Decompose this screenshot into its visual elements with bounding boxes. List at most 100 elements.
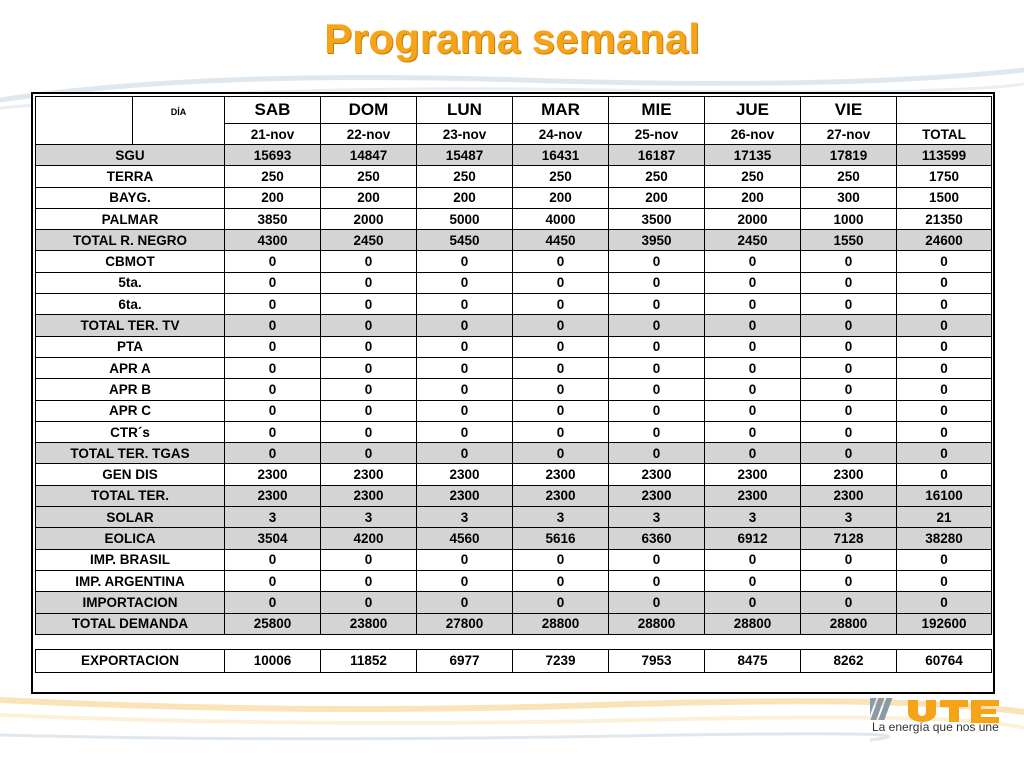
table-row: TOTAL R. NEGRO 4300 2450 5450 4450 3950 2450 15… [35,229,992,252]
day-header-cell: DOM [320,96,417,124]
date-header: 25-nov [608,123,705,145]
value-cell: 200 [704,186,801,209]
value-cell: 0 [608,399,705,422]
date-header: 23-nov [416,123,513,145]
total-cell: 38280 [896,527,992,550]
day-header-cell: SAB [224,96,321,124]
value-cell: 0 [224,314,321,337]
row-label: APR C [35,399,225,422]
value-cell: 0 [224,335,321,358]
table-row: PALMAR 3850 2000 5000 4000 3500 2000 1000 21350 [35,207,992,231]
value-cell: 200 [608,186,705,209]
value-cell: 0 [608,420,705,444]
value-cell: 0 [416,591,513,614]
value-cell: 2300 [608,484,705,508]
total-cell: 16100 [896,484,992,508]
row-label: BAYG. [35,186,225,209]
value-cell: 0 [512,548,609,571]
value-cell: 3 [800,506,897,529]
day-header: MAR [541,100,580,119]
value-cell: 6912 [704,527,801,550]
value-cell: 0 [800,356,897,380]
value-cell: 17135 [704,143,801,167]
value-cell: 0 [704,378,801,401]
row-label: 6ta. [35,293,225,316]
header-row-dates: 21-nov 22-nov 23-nov 24-nov 25-nov 26-no… [35,123,992,145]
value-cell: 0 [512,271,609,295]
ute-logo-icon [870,698,999,723]
value-cell: 0 [512,591,609,614]
page-title: Programa semanal [324,15,700,62]
total-header: TOTAL [896,123,992,145]
value-cell: 0 [320,591,417,614]
value-cell: 0 [224,271,321,295]
total-cell: 21350 [896,207,992,231]
value-cell: 4300 [224,229,321,252]
value-cell: 300 [800,186,897,209]
value-cell: 250 [416,165,513,188]
value-cell: 3504 [224,527,321,550]
date-header: 21-nov [224,123,321,145]
value-cell: 0 [704,314,801,337]
spacer-row [35,633,992,650]
day-header-cell: JUE [704,96,801,124]
value-cell: 2300 [512,484,609,508]
value-cell: 4200 [320,527,417,550]
value-cell: 1550 [800,229,897,252]
total-cell: 0 [896,378,992,401]
value-cell: 28800 [608,612,705,635]
value-cell: 0 [608,250,705,273]
brand-tagline: La energía que nos une [872,720,999,734]
total-cell: 1750 [896,165,992,188]
value-cell: 0 [512,420,609,444]
dia-label: DÍA [170,106,187,117]
value-cell: 0 [320,250,417,273]
value-cell: 0 [416,548,513,571]
value-cell: 16187 [608,143,705,167]
value-cell: 0 [512,314,609,337]
value-cell: 250 [704,165,801,188]
value-cell: 0 [416,271,513,295]
value-cell: 200 [512,186,609,209]
value-cell: 15693 [224,143,321,167]
total-cell: 0 [896,293,992,316]
total-cell: 0 [896,335,992,358]
value-cell: 0 [608,271,705,295]
weekly-program-table-frame: DÍA SAB DOM LUN MAR MIE JUE VIE 21-nov 2… [31,92,995,694]
day-header: MIE [641,100,672,119]
value-cell: 0 [416,399,513,422]
value-cell: 2300 [800,484,897,508]
value-cell: 2300 [320,484,417,508]
table-row: IMP. BRASIL 0 0 0 0 0 0 0 0 [35,548,992,571]
value-cell: 2300 [416,463,513,486]
value-cell: 3 [320,506,417,529]
value-cell: 0 [800,569,897,593]
value-cell: 0 [512,442,609,465]
date-header: 27-nov [800,123,897,145]
value-cell: 8262 [800,648,897,673]
value-cell: 15487 [416,143,513,167]
row-label: IMP. ARGENTINA [35,569,225,593]
value-cell: 28800 [800,612,897,635]
value-cell: 6977 [416,648,513,673]
value-cell: 2300 [320,463,417,486]
header-corner-cell [35,123,133,145]
value-cell: 0 [512,378,609,401]
value-cell: 200 [416,186,513,209]
value-cell: 250 [512,165,609,188]
table-row: SOLAR 3 3 3 3 3 3 3 21 [35,506,992,529]
value-cell: 0 [224,378,321,401]
value-cell: 250 [608,165,705,188]
value-cell: 2300 [704,463,801,486]
value-cell: 2300 [608,463,705,486]
total-cell: 113599 [896,143,992,167]
value-cell: 7239 [512,648,609,673]
row-label: 5ta. [35,271,225,295]
value-cell: 0 [512,250,609,273]
value-cell: 0 [224,420,321,444]
value-cell: 0 [800,271,897,295]
total-cell: 0 [896,591,992,614]
table-row: EOLICA 3504 4200 4560 5616 6360 6912 7128 38280 [35,527,992,550]
row-label: GEN DIS [35,463,225,486]
